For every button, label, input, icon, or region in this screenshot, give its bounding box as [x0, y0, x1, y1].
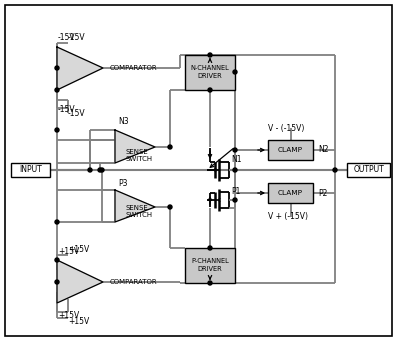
- Circle shape: [208, 53, 212, 57]
- Text: -15V: -15V: [58, 105, 75, 115]
- Text: P1: P1: [231, 188, 240, 196]
- Text: V + (-15V): V + (-15V): [268, 212, 308, 222]
- Text: DRIVER: DRIVER: [198, 266, 222, 272]
- Text: N1: N1: [231, 155, 241, 164]
- Circle shape: [55, 258, 59, 262]
- Circle shape: [208, 281, 212, 285]
- Circle shape: [168, 145, 172, 149]
- Circle shape: [168, 205, 172, 209]
- Text: P2: P2: [318, 189, 328, 197]
- Polygon shape: [57, 47, 103, 90]
- Circle shape: [233, 168, 237, 172]
- Circle shape: [208, 246, 212, 250]
- Circle shape: [233, 198, 237, 202]
- Circle shape: [333, 168, 337, 172]
- Text: N2: N2: [318, 146, 328, 154]
- Text: N3: N3: [118, 118, 129, 127]
- Circle shape: [98, 168, 102, 172]
- Polygon shape: [115, 130, 155, 163]
- Text: SWITCH: SWITCH: [125, 156, 152, 162]
- Bar: [11, 163, 50, 177]
- Text: -15V: -15V: [58, 33, 75, 43]
- Text: DRIVER: DRIVER: [198, 73, 222, 79]
- Circle shape: [55, 128, 59, 132]
- Text: -15V: -15V: [68, 33, 86, 43]
- Circle shape: [233, 70, 237, 74]
- Bar: [185, 55, 235, 90]
- Text: CLAMP: CLAMP: [278, 147, 303, 153]
- Text: V - (-15V): V - (-15V): [268, 123, 304, 133]
- Text: SENSE: SENSE: [125, 149, 148, 155]
- Text: +15V: +15V: [58, 247, 79, 255]
- Circle shape: [55, 88, 59, 92]
- Text: CLAMP: CLAMP: [278, 190, 303, 196]
- Polygon shape: [57, 260, 103, 303]
- Circle shape: [55, 220, 59, 224]
- Text: COMPARATOR: COMPARATOR: [110, 65, 158, 71]
- Text: INPUT: INPUT: [19, 165, 42, 175]
- Circle shape: [55, 66, 59, 70]
- Bar: [347, 163, 390, 177]
- Text: SWITCH: SWITCH: [125, 212, 152, 218]
- Text: P3: P3: [118, 179, 127, 189]
- Polygon shape: [115, 190, 155, 222]
- Text: +15V: +15V: [68, 317, 89, 326]
- Bar: [268, 183, 313, 203]
- Circle shape: [55, 280, 59, 284]
- Text: -15V: -15V: [68, 108, 86, 118]
- Bar: [268, 140, 313, 160]
- Text: N-CHANNEL: N-CHANNEL: [191, 65, 229, 71]
- Text: COMPARATOR: COMPARATOR: [110, 279, 158, 285]
- Text: SENSE: SENSE: [125, 205, 148, 211]
- Circle shape: [233, 148, 237, 152]
- Bar: [185, 248, 235, 283]
- Text: +15V: +15V: [68, 246, 89, 254]
- Text: OUTPUT: OUTPUT: [353, 165, 384, 175]
- Text: P-CHANNEL: P-CHANNEL: [191, 258, 229, 264]
- Circle shape: [208, 88, 212, 92]
- Circle shape: [100, 168, 104, 172]
- Text: +15V: +15V: [58, 311, 79, 321]
- Circle shape: [88, 168, 92, 172]
